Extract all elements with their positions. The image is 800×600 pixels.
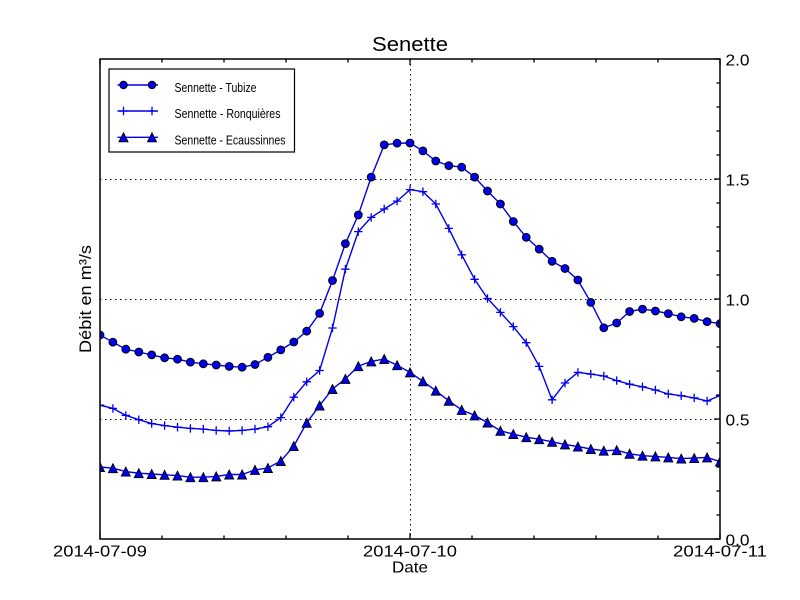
svg-text:Sennette - Ecaussinnes: Sennette - Ecaussinnes [175,132,286,147]
svg-text:Date: Date [392,560,428,577]
svg-text:0.5: 0.5 [726,413,750,430]
svg-text:2014-07-10: 2014-07-10 [363,544,457,561]
svg-text:Senette: Senette [372,34,448,56]
svg-text:0.0: 0.0 [726,533,750,550]
svg-text:2014-07-11: 2014-07-11 [673,544,767,561]
svg-text:1.0: 1.0 [726,293,750,310]
svg-text:Débit en m³/s: Débit en m³/s [76,245,95,353]
svg-text:Sennette - Ronquières: Sennette - Ronquières [175,106,281,121]
svg-text:Sennette - Tubize: Sennette - Tubize [175,80,257,95]
svg-text:2014-07-09: 2014-07-09 [53,544,147,561]
svg-text:2.0: 2.0 [726,53,750,70]
svg-text:1.5: 1.5 [726,173,750,190]
